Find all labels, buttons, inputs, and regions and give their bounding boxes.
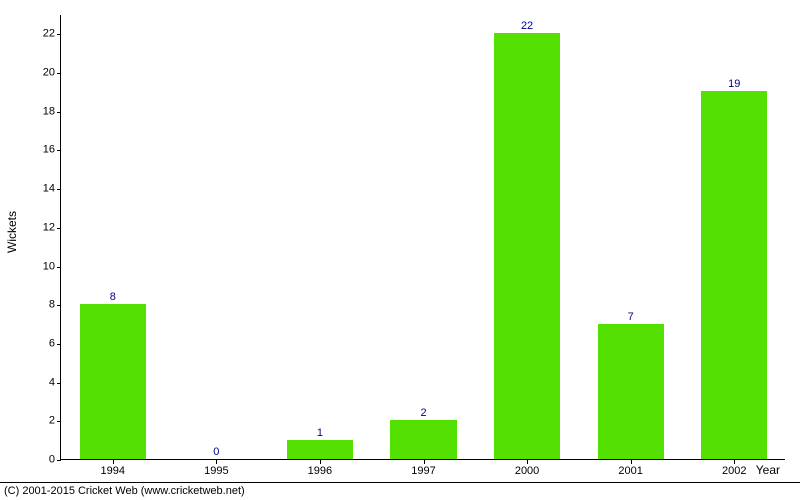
x-tick-label: 2000 [515, 465, 539, 477]
x-tick-label: 1996 [308, 465, 332, 477]
x-tick-label: 2001 [618, 465, 642, 477]
y-tick-label: 12 [21, 222, 55, 233]
y-tick-mark [57, 150, 61, 151]
bar-value-label: 2 [420, 407, 426, 419]
y-axis-label: Wickets [5, 211, 19, 253]
bar [287, 440, 353, 459]
y-tick-mark [57, 421, 61, 422]
bar [701, 91, 767, 459]
y-tick-label: 4 [21, 377, 55, 388]
y-tick-label: 2 [21, 416, 55, 427]
x-tick-label: 2002 [722, 465, 746, 477]
bar [390, 420, 456, 459]
bar-value-label: 1 [317, 427, 323, 439]
y-tick-mark [57, 344, 61, 345]
x-tick-mark [734, 460, 735, 464]
y-tick-mark [57, 112, 61, 113]
y-tick-mark [57, 383, 61, 384]
y-tick-label: 8 [21, 300, 55, 311]
bar [80, 304, 146, 459]
y-tick-label: 6 [21, 338, 55, 349]
x-tick-mark [631, 460, 632, 464]
y-tick-label: 0 [21, 455, 55, 466]
y-tick-mark [57, 460, 61, 461]
x-tick-label: 1995 [204, 465, 228, 477]
y-tick-label: 20 [21, 68, 55, 79]
x-tick-label: 1997 [411, 465, 435, 477]
chart-area: 0246810121416182022819940199511996219972… [60, 15, 785, 460]
x-tick-mark [527, 460, 528, 464]
y-tick-mark [57, 305, 61, 306]
y-tick-label: 22 [21, 29, 55, 40]
plot-region: 0246810121416182022819940199511996219972… [60, 15, 785, 460]
bar [598, 324, 664, 459]
y-tick-mark [57, 189, 61, 190]
y-tick-label: 18 [21, 106, 55, 117]
bar-value-label: 7 [628, 311, 634, 323]
y-tick-label: 14 [21, 184, 55, 195]
bar-value-label: 22 [521, 20, 533, 32]
bar-value-label: 19 [728, 78, 740, 90]
y-tick-mark [57, 267, 61, 268]
x-tick-label: 1994 [101, 465, 125, 477]
y-tick-mark [57, 34, 61, 35]
x-tick-mark [216, 460, 217, 464]
x-tick-mark [113, 460, 114, 464]
bar [494, 33, 560, 459]
x-axis-label: Year [756, 463, 780, 477]
copyright-footer: (C) 2001-2015 Cricket Web (www.cricketwe… [0, 482, 800, 500]
y-tick-mark [57, 228, 61, 229]
bar-value-label: 0 [213, 446, 219, 458]
y-tick-label: 16 [21, 145, 55, 156]
y-tick-label: 10 [21, 261, 55, 272]
bar-value-label: 8 [110, 291, 116, 303]
x-tick-mark [320, 460, 321, 464]
y-tick-mark [57, 73, 61, 74]
x-tick-mark [424, 460, 425, 464]
